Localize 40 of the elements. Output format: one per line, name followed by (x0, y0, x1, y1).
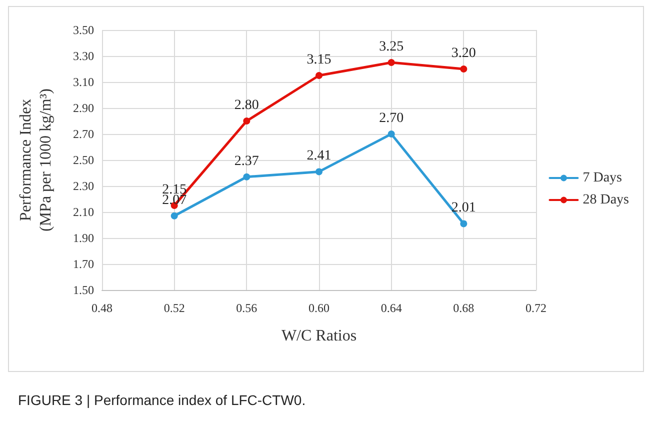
y-tick-label: 3.50 (73, 23, 94, 37)
point (460, 66, 468, 72)
x-tick-label: 0.60 (308, 301, 330, 315)
point (316, 72, 322, 79)
x-tick-label: 0.68 (453, 301, 474, 315)
x-tick-label: 0.52 (164, 301, 185, 315)
data-label: 2.37 (234, 154, 259, 169)
legend-label: 28 Days (582, 192, 630, 208)
caption: FIGURE 3 | Performance index of LFC-CTW0. (18, 392, 306, 408)
data-label: 3.15 (306, 52, 332, 68)
x-axis-title: W/C Ratios (281, 328, 357, 344)
y-tick-label: 3.10 (73, 75, 94, 89)
point (388, 59, 395, 66)
legend-label: 7 Days (582, 170, 622, 186)
data-label: 3.25 (379, 40, 404, 54)
y-tick-label: 2.30 (73, 179, 94, 193)
x-tick-label: 0.56 (236, 301, 258, 315)
x-tick-label: 0.72 (526, 301, 546, 315)
y-tick-label: 2.90 (73, 101, 94, 115)
point (170, 212, 178, 220)
x-tick-label: 0.64 (380, 301, 402, 315)
y-tick-label: 1.70 (73, 257, 94, 271)
y-tick-label: 2.10 (73, 205, 94, 219)
y-tick-label: 2.50 (73, 153, 94, 167)
y-tick-label: 1.50 (73, 283, 94, 297)
y-tick-label: 3.30 (73, 49, 94, 63)
x-tick-label: 0.48 (92, 301, 112, 315)
point (243, 173, 250, 180)
point (243, 118, 250, 124)
data-label: 2.41 (306, 148, 332, 164)
point (316, 168, 322, 176)
data-label: 2.70 (379, 111, 404, 126)
data-label: 2.80 (234, 98, 259, 113)
point (460, 220, 468, 228)
y-tick-label: 1.90 (73, 231, 94, 245)
data-label: 3.20 (451, 46, 476, 61)
y-tick-label: 2.70 (73, 127, 94, 141)
y-axis-title: Performance Index (MPa per 1000 kg/m³) (18, 88, 54, 232)
data-label: 2.01 (451, 200, 476, 216)
point (388, 130, 395, 138)
